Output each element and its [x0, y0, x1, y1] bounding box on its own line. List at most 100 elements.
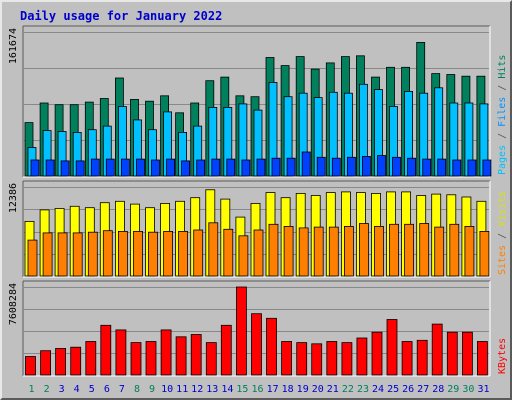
x-tick-label-day-3: 3: [59, 384, 65, 395]
bar-pages-day-7: [121, 158, 130, 177]
bar-sites-day-11: [178, 230, 189, 277]
bar-sites-day-22: [343, 225, 354, 277]
legend-kbytes: KBytes: [497, 338, 508, 374]
bar-kbytes-day-27: [416, 339, 428, 376]
x-tick-label-day-31: 31: [477, 384, 489, 395]
bar-pages-day-14: [226, 158, 236, 177]
legend-entry: Pages: [497, 145, 508, 175]
x-tick-label-day-12: 12: [191, 384, 203, 395]
bar-pages-day-29: [452, 159, 462, 177]
bar-pages-day-25: [392, 156, 401, 177]
bar-pages-day-27: [422, 158, 432, 177]
x-tick-label-day-2: 2: [44, 384, 50, 395]
x-tick-label-day-18: 18: [282, 384, 294, 395]
bar-kbytes-day-17: [266, 317, 277, 376]
x-tick-label-day-20: 20: [312, 384, 324, 395]
x-tick-label-day-29: 29: [447, 384, 459, 395]
bar-kbytes-day-19: [296, 342, 308, 376]
bar-sites-day-2: [42, 232, 53, 277]
x-tick-label-day-6: 6: [104, 384, 110, 395]
bar-pages-day-22: [346, 156, 356, 177]
bar-sites-day-4: [72, 232, 83, 277]
bar-kbytes-day-26: [401, 341, 413, 376]
x-tick-label-day-10: 10: [161, 384, 173, 395]
bar-sites-day-18: [283, 225, 294, 277]
bar-kbytes-day-15: [235, 286, 247, 376]
bar-pages-day-12: [196, 159, 206, 177]
x-tick-label-day-26: 26: [402, 384, 414, 395]
bar-kbytes-day-13: [205, 342, 217, 376]
bar-kbytes-day-11: [175, 336, 187, 376]
bar-sites-day-23: [358, 223, 369, 277]
legend-entry: Hits: [497, 55, 508, 79]
bar-kbytes-day-22: [341, 342, 353, 376]
x-tick-label-day-28: 28: [432, 384, 444, 395]
x-tick-label-day-14: 14: [221, 384, 233, 395]
bar-sites-day-15: [238, 235, 249, 277]
bar-pages-day-1: [30, 159, 40, 177]
x-tick-label-day-30: 30: [462, 384, 474, 395]
x-tick-label-day-11: 11: [176, 384, 188, 395]
bar-kbytes-day-4: [70, 346, 82, 376]
bar-sites-day-16: [253, 229, 264, 277]
bar-sites-day-20: [313, 226, 324, 277]
x-tick-label-day-16: 16: [251, 384, 263, 395]
bar-pages-day-28: [437, 158, 447, 177]
bar-pages-day-10: [166, 158, 176, 177]
bar-kbytes-day-24: [371, 331, 383, 376]
legend-entry: /: [497, 79, 508, 97]
bar-kbytes-day-9: [145, 341, 157, 376]
bar-sites-day-25: [389, 223, 399, 277]
legend-entry: Sites: [497, 245, 508, 275]
bar-pages-day-20: [316, 156, 326, 177]
bar-sites-day-5: [87, 231, 98, 277]
bar-sites-day-12: [193, 229, 204, 277]
bar-pages-day-19: [301, 151, 311, 177]
x-tick-label-day-25: 25: [387, 384, 399, 395]
bar-kbytes-day-25: [386, 319, 398, 376]
bar-kbytes-day-28: [431, 323, 443, 376]
bar-sites-day-7: [118, 230, 128, 277]
bar-pages-day-18: [286, 157, 296, 177]
bar-pages-day-21: [331, 157, 341, 177]
bar-kbytes-day-20: [311, 343, 323, 376]
bar-pages-day-24: [377, 155, 386, 177]
bar-kbytes-day-12: [190, 334, 202, 376]
bar-pages-day-23: [361, 155, 371, 177]
bar-kbytes-day-18: [281, 341, 293, 376]
bar-pages-day-4: [75, 160, 85, 177]
bar-kbytes-day-16: [251, 313, 262, 376]
bar-kbytes-day-1: [25, 356, 36, 376]
bar-pages-day-13: [211, 158, 221, 177]
bar-pages-day-16: [256, 158, 266, 177]
bar-kbytes-day-29: [446, 331, 458, 376]
bar-pages-day-15: [241, 159, 251, 177]
bar-pages-day-31: [482, 159, 492, 177]
bar-sites-day-28: [434, 226, 445, 277]
bar-kbytes-day-2: [40, 350, 51, 376]
legend-hits-files-pages: Pages / Files / Hits: [497, 55, 508, 175]
legend-entry: Files: [497, 97, 508, 127]
x-tick-label-day-19: 19: [297, 384, 309, 395]
x-tick-label-day-13: 13: [206, 384, 218, 395]
x-tick-label-day-15: 15: [236, 384, 248, 395]
bar-sites-day-21: [328, 226, 339, 277]
bar-sites-day-30: [464, 225, 475, 277]
bar-sites-day-13: [208, 222, 219, 277]
bar-pages-day-6: [105, 158, 115, 177]
bar-kbytes-day-10: [160, 329, 172, 376]
y-axis-max-label: 161674: [8, 28, 19, 64]
x-tick-label-day-22: 22: [342, 384, 354, 395]
bar-kbytes-day-23: [356, 337, 368, 376]
bar-sites-day-29: [449, 223, 460, 277]
x-tick-label-day-5: 5: [89, 384, 95, 395]
chart-title: Daily usage for January 2022: [20, 9, 223, 23]
bar-pages-day-3: [60, 160, 70, 177]
bar-pages-day-26: [407, 157, 417, 177]
bar-sites-day-26: [404, 223, 415, 277]
bar-kbytes-day-6: [100, 324, 112, 376]
bar-kbytes-day-8: [130, 342, 142, 376]
bar-pages-day-5: [90, 158, 100, 177]
bar-kbytes-day-21: [326, 341, 338, 376]
